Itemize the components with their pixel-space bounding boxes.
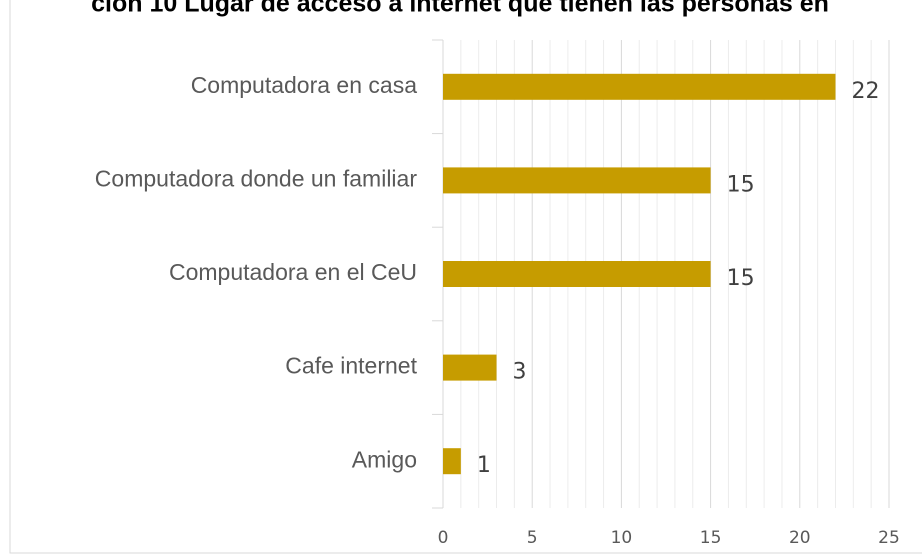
chart-border <box>9 0 922 554</box>
y-tick-label: Cafe internet <box>285 353 417 379</box>
bar <box>443 261 711 287</box>
x-tick-label: 10 <box>611 528 633 548</box>
y-tick-label: Amigo <box>352 446 417 472</box>
data-label: 3 <box>513 360 527 385</box>
x-tick-label: 15 <box>700 528 722 548</box>
y-tick-label: Computadora donde un familiar <box>95 165 418 191</box>
x-tick-label: 5 <box>527 528 538 548</box>
data-label: 15 <box>727 172 755 197</box>
data-label: 22 <box>851 79 879 104</box>
y-tick-label: Computadora en casa <box>191 72 418 98</box>
y-tick-label: Computadora en el CeU <box>169 259 417 285</box>
bar <box>443 73 836 100</box>
x-tick-label: 25 <box>878 528 900 548</box>
data-label: 1 <box>477 453 491 478</box>
bar <box>443 448 461 475</box>
data-label: 15 <box>727 266 755 291</box>
x-tick-label: 0 <box>438 528 449 548</box>
x-tick-label: 20 <box>789 528 811 548</box>
chart-title: ción 10 Lugar de acceso a internet que t… <box>91 0 829 18</box>
bar <box>443 167 711 194</box>
bar <box>443 354 497 381</box>
